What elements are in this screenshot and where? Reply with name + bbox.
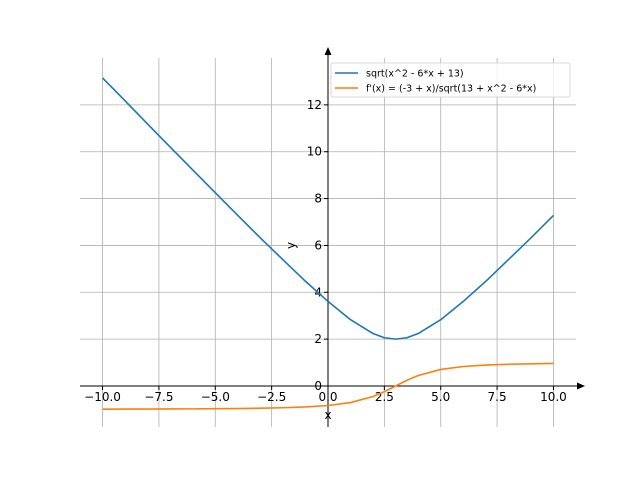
- series-line-1: [101, 77, 555, 340]
- series-line-2: [102, 362, 554, 410]
- tick-labels: −10.0 −7.5 −5.0 −2.5 0.0 2.5 5.0 7.5 10.00246810…: [84, 98, 567, 404]
- x-tick-label: −7.5: [144, 390, 173, 404]
- y-axis-label: y: [284, 242, 298, 249]
- y-tick-label: 10: [307, 145, 322, 159]
- x-axis-arrow: [577, 382, 585, 390]
- axes: [80, 47, 585, 427]
- legend-box: [330, 62, 571, 98]
- x-tick-label: 5.0: [431, 390, 450, 404]
- y-tick-label: 12: [307, 98, 322, 112]
- legend-label-series-1: sqrt(x^2 - 6*x + 13): [366, 69, 464, 80]
- x-tick-label: 10.0: [540, 390, 567, 404]
- y-axis-arrow: [324, 47, 332, 55]
- y-tick-label: 8: [314, 192, 322, 206]
- x-axis-label: x: [324, 408, 331, 422]
- legend-label-series-2: f'(x) = (-3 + x)/sqrt(13 + x^2 - 6*x): [366, 84, 536, 95]
- y-tick-label: 0: [314, 379, 322, 393]
- x-tick-label: −5.0: [201, 390, 230, 404]
- y-tick-label: 2: [314, 332, 322, 346]
- x-tick-label: −10.0: [84, 390, 121, 404]
- series-lines: [101, 77, 555, 410]
- legend: sqrt(x^2 - 6*x + 13) f'(x) = (-3 + x)/sq…: [330, 62, 571, 98]
- x-tick-label: 0.0: [318, 390, 337, 404]
- x-tick-label: 7.5: [488, 390, 507, 404]
- x-tick-label: −2.5: [257, 390, 286, 404]
- y-tick-label: 6: [314, 238, 322, 252]
